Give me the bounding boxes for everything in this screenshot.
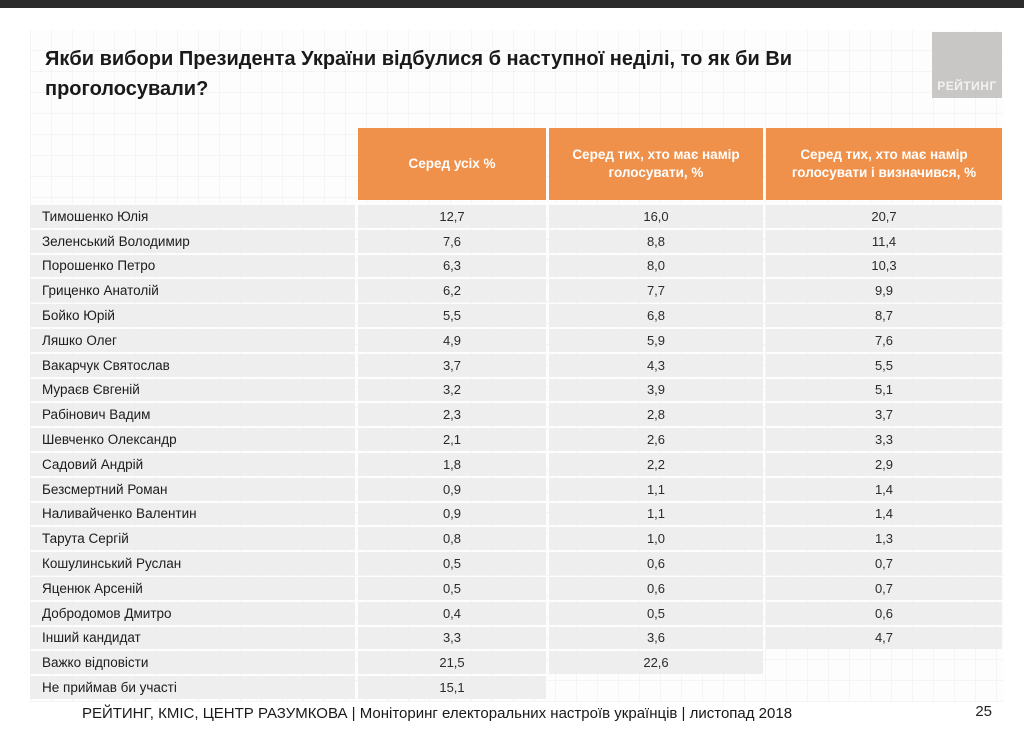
candidate-name: Наливайченко Валентин — [30, 502, 355, 526]
value-cell: 22,6 — [549, 651, 763, 675]
value-cell — [766, 676, 1002, 699]
candidate-name: Яценюк Арсеній — [30, 576, 355, 600]
value-cell: 3,2 — [358, 378, 546, 402]
window-top-border — [0, 0, 1024, 8]
poll-table-body: Тимошенко Юлія 12,7 16,0 20,7 Зеленський Вол… — [30, 205, 1002, 699]
value-cell: 4,7 — [766, 626, 1002, 650]
candidate-name: Кошулинський Руслан — [30, 552, 355, 575]
value-cell: 1,0 — [549, 527, 763, 551]
value-cell: 0,6 — [766, 601, 1002, 625]
value-cell: 9,9 — [766, 279, 1002, 303]
value-cell: 16,0 — [549, 205, 763, 228]
value-cell: 3,3 — [766, 428, 1002, 451]
candidate-name: Безсмертний Роман — [30, 477, 355, 501]
rating-logo-text: РЕЙТИНГ — [937, 79, 997, 93]
candidate-name: Не приймав би участі — [30, 676, 355, 699]
value-cell: 7,6 — [766, 328, 1002, 352]
value-cell: 0,8 — [358, 527, 546, 551]
value-cell — [766, 651, 1002, 674]
rating-group-logo: РЕЙТИНГ — [932, 32, 1002, 98]
poll-table-header: Серед усіх % Серед тих, хто має намір го… — [30, 128, 1002, 200]
candidate-name: Ляшко Олег — [30, 328, 355, 352]
value-cell: 1,1 — [549, 477, 763, 501]
value-cell: 2,8 — [549, 403, 763, 427]
value-cell: 0,7 — [766, 576, 1002, 600]
value-cell: 3,7 — [358, 353, 546, 377]
value-cell: 1,8 — [358, 452, 546, 476]
value-cell: 1,3 — [766, 527, 1002, 551]
value-cell: 3,3 — [358, 626, 546, 650]
value-cell: 0,6 — [549, 552, 763, 575]
value-cell: 7,7 — [549, 279, 763, 303]
value-cell: 0,5 — [549, 601, 763, 625]
value-cell: 5,9 — [549, 328, 763, 352]
value-cell: 8,0 — [549, 254, 763, 278]
value-cell: 0,5 — [358, 552, 546, 575]
column-header-intend-and-decided: Серед тих, хто має намір голосувати і ви… — [766, 128, 1002, 200]
candidate-name: Зеленський Володимир — [30, 229, 355, 253]
candidate-name: Інший кандидат — [30, 626, 355, 650]
slide-canvas: Якби вибори Президента України відбулися… — [30, 30, 1004, 702]
source-footer: РЕЙТИНГ, КМІС, ЦЕНТР РАЗУМКОВА | Монітор… — [81, 705, 793, 722]
candidate-name: Бойко Юрій — [30, 304, 355, 327]
value-cell: 4,9 — [358, 328, 546, 352]
value-cell: 1,1 — [549, 502, 763, 526]
page-number: 25 — [975, 703, 992, 720]
value-cell: 3,9 — [549, 378, 763, 402]
value-cell: 12,7 — [358, 205, 546, 228]
value-cell: 5,5 — [358, 304, 546, 327]
poll-question-title: Якби вибори Президента України відбулися… — [45, 48, 793, 100]
value-cell — [549, 676, 763, 699]
header-corner-spacer — [30, 128, 355, 200]
value-cell: 0,9 — [358, 502, 546, 526]
candidate-name: Тимошенко Юлія — [30, 205, 355, 228]
value-cell: 1,4 — [766, 502, 1002, 526]
candidate-name: Шевченко Олександр — [30, 428, 355, 451]
candidate-name: Мураєв Євгеній — [30, 378, 355, 402]
value-cell: 11,4 — [766, 229, 1002, 253]
value-cell: 1,4 — [766, 477, 1002, 501]
column-header-intend-to-vote: Серед тих, хто має намір голосувати, % — [549, 128, 763, 200]
value-cell: 0,6 — [549, 576, 763, 600]
candidate-name: Тарута Сергій — [30, 527, 355, 551]
column-header-among-all: Серед усіх % — [358, 128, 546, 200]
value-cell: 8,7 — [766, 304, 1002, 327]
value-cell: 6,8 — [549, 304, 763, 327]
value-cell: 6,3 — [358, 254, 546, 278]
value-cell: 7,6 — [358, 229, 546, 253]
value-cell: 3,6 — [549, 626, 763, 650]
value-cell: 2,1 — [358, 428, 546, 451]
value-cell: 10,3 — [766, 254, 1002, 278]
value-cell: 2,3 — [358, 403, 546, 427]
value-cell: 2,6 — [549, 428, 763, 451]
candidate-name: Порошенко Петро — [30, 254, 355, 278]
value-cell: 5,1 — [766, 378, 1002, 402]
candidate-name: Гриценко Анатолій — [30, 279, 355, 303]
value-cell: 20,7 — [766, 205, 1002, 228]
candidate-name: Добродомов Дмитро — [30, 601, 355, 625]
value-cell: 5,5 — [766, 353, 1002, 377]
candidate-name: Садовий Андрій — [30, 452, 355, 476]
value-cell: 0,7 — [766, 552, 1002, 575]
value-cell: 2,9 — [766, 452, 1002, 476]
value-cell: 0,4 — [358, 601, 546, 625]
candidate-name: Важко відповісти — [30, 651, 355, 675]
value-cell: 0,5 — [358, 576, 546, 600]
value-cell: 15,1 — [358, 676, 546, 699]
value-cell: 2,2 — [549, 452, 763, 476]
value-cell: 8,8 — [549, 229, 763, 253]
value-cell: 3,7 — [766, 403, 1002, 427]
value-cell: 0,9 — [358, 477, 546, 501]
value-cell: 21,5 — [358, 651, 546, 675]
candidate-name: Вакарчук Святослав — [30, 353, 355, 377]
value-cell: 6,2 — [358, 279, 546, 303]
candidate-name: Рабінович Вадим — [30, 403, 355, 427]
value-cell: 4,3 — [549, 353, 763, 377]
